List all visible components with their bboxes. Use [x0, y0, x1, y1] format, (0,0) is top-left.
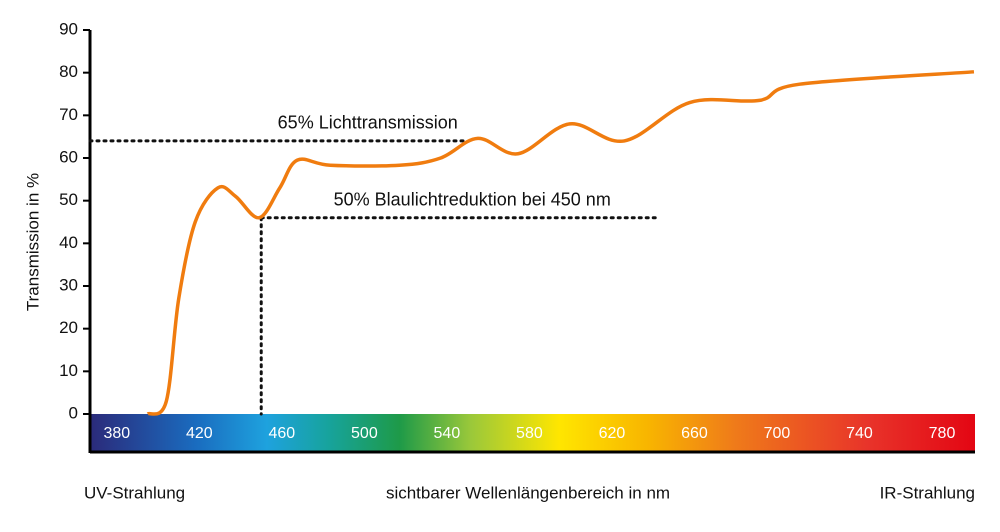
y-tick-label: 10 [59, 361, 78, 380]
x-tick-label: 420 [186, 425, 213, 442]
y-tick-label: 90 [59, 19, 78, 38]
x-tick-label: 740 [846, 425, 873, 442]
ir-label: IR-Strahlung [880, 483, 975, 502]
y-tick-label: 20 [59, 318, 78, 337]
x-tick-label: 500 [351, 425, 378, 442]
y-tick-label: 40 [59, 233, 78, 252]
x-axis-label: sichtbarer Wellenlängenbereich in nm [386, 483, 670, 502]
y-tick-label: 0 [69, 403, 78, 422]
annotation-text: 65% Lichttransmission [278, 113, 458, 133]
uv-label: UV-Strahlung [84, 483, 185, 502]
x-tick-label: 700 [764, 425, 791, 442]
x-tick-label: 460 [269, 425, 296, 442]
y-axis-label: Transmission in % [23, 173, 42, 311]
x-tick-label: 580 [516, 425, 543, 442]
x-tick-label: 620 [599, 425, 626, 442]
x-tick-label: 380 [103, 425, 130, 442]
y-tick-label: 50 [59, 190, 78, 209]
y-tick-label: 70 [59, 105, 78, 124]
spectrum-band [90, 414, 975, 451]
transmission-line [146, 70, 975, 416]
x-tick-label: 660 [681, 425, 708, 442]
annotation-text: 50% Blaulichtreduktion bei 450 nm [334, 189, 611, 209]
x-tick-label: 780 [929, 425, 956, 442]
x-tick-label: 540 [434, 425, 461, 442]
y-tick-label: 30 [59, 275, 78, 294]
y-tick-label: 60 [59, 147, 78, 166]
y-tick-label: 80 [59, 62, 78, 81]
